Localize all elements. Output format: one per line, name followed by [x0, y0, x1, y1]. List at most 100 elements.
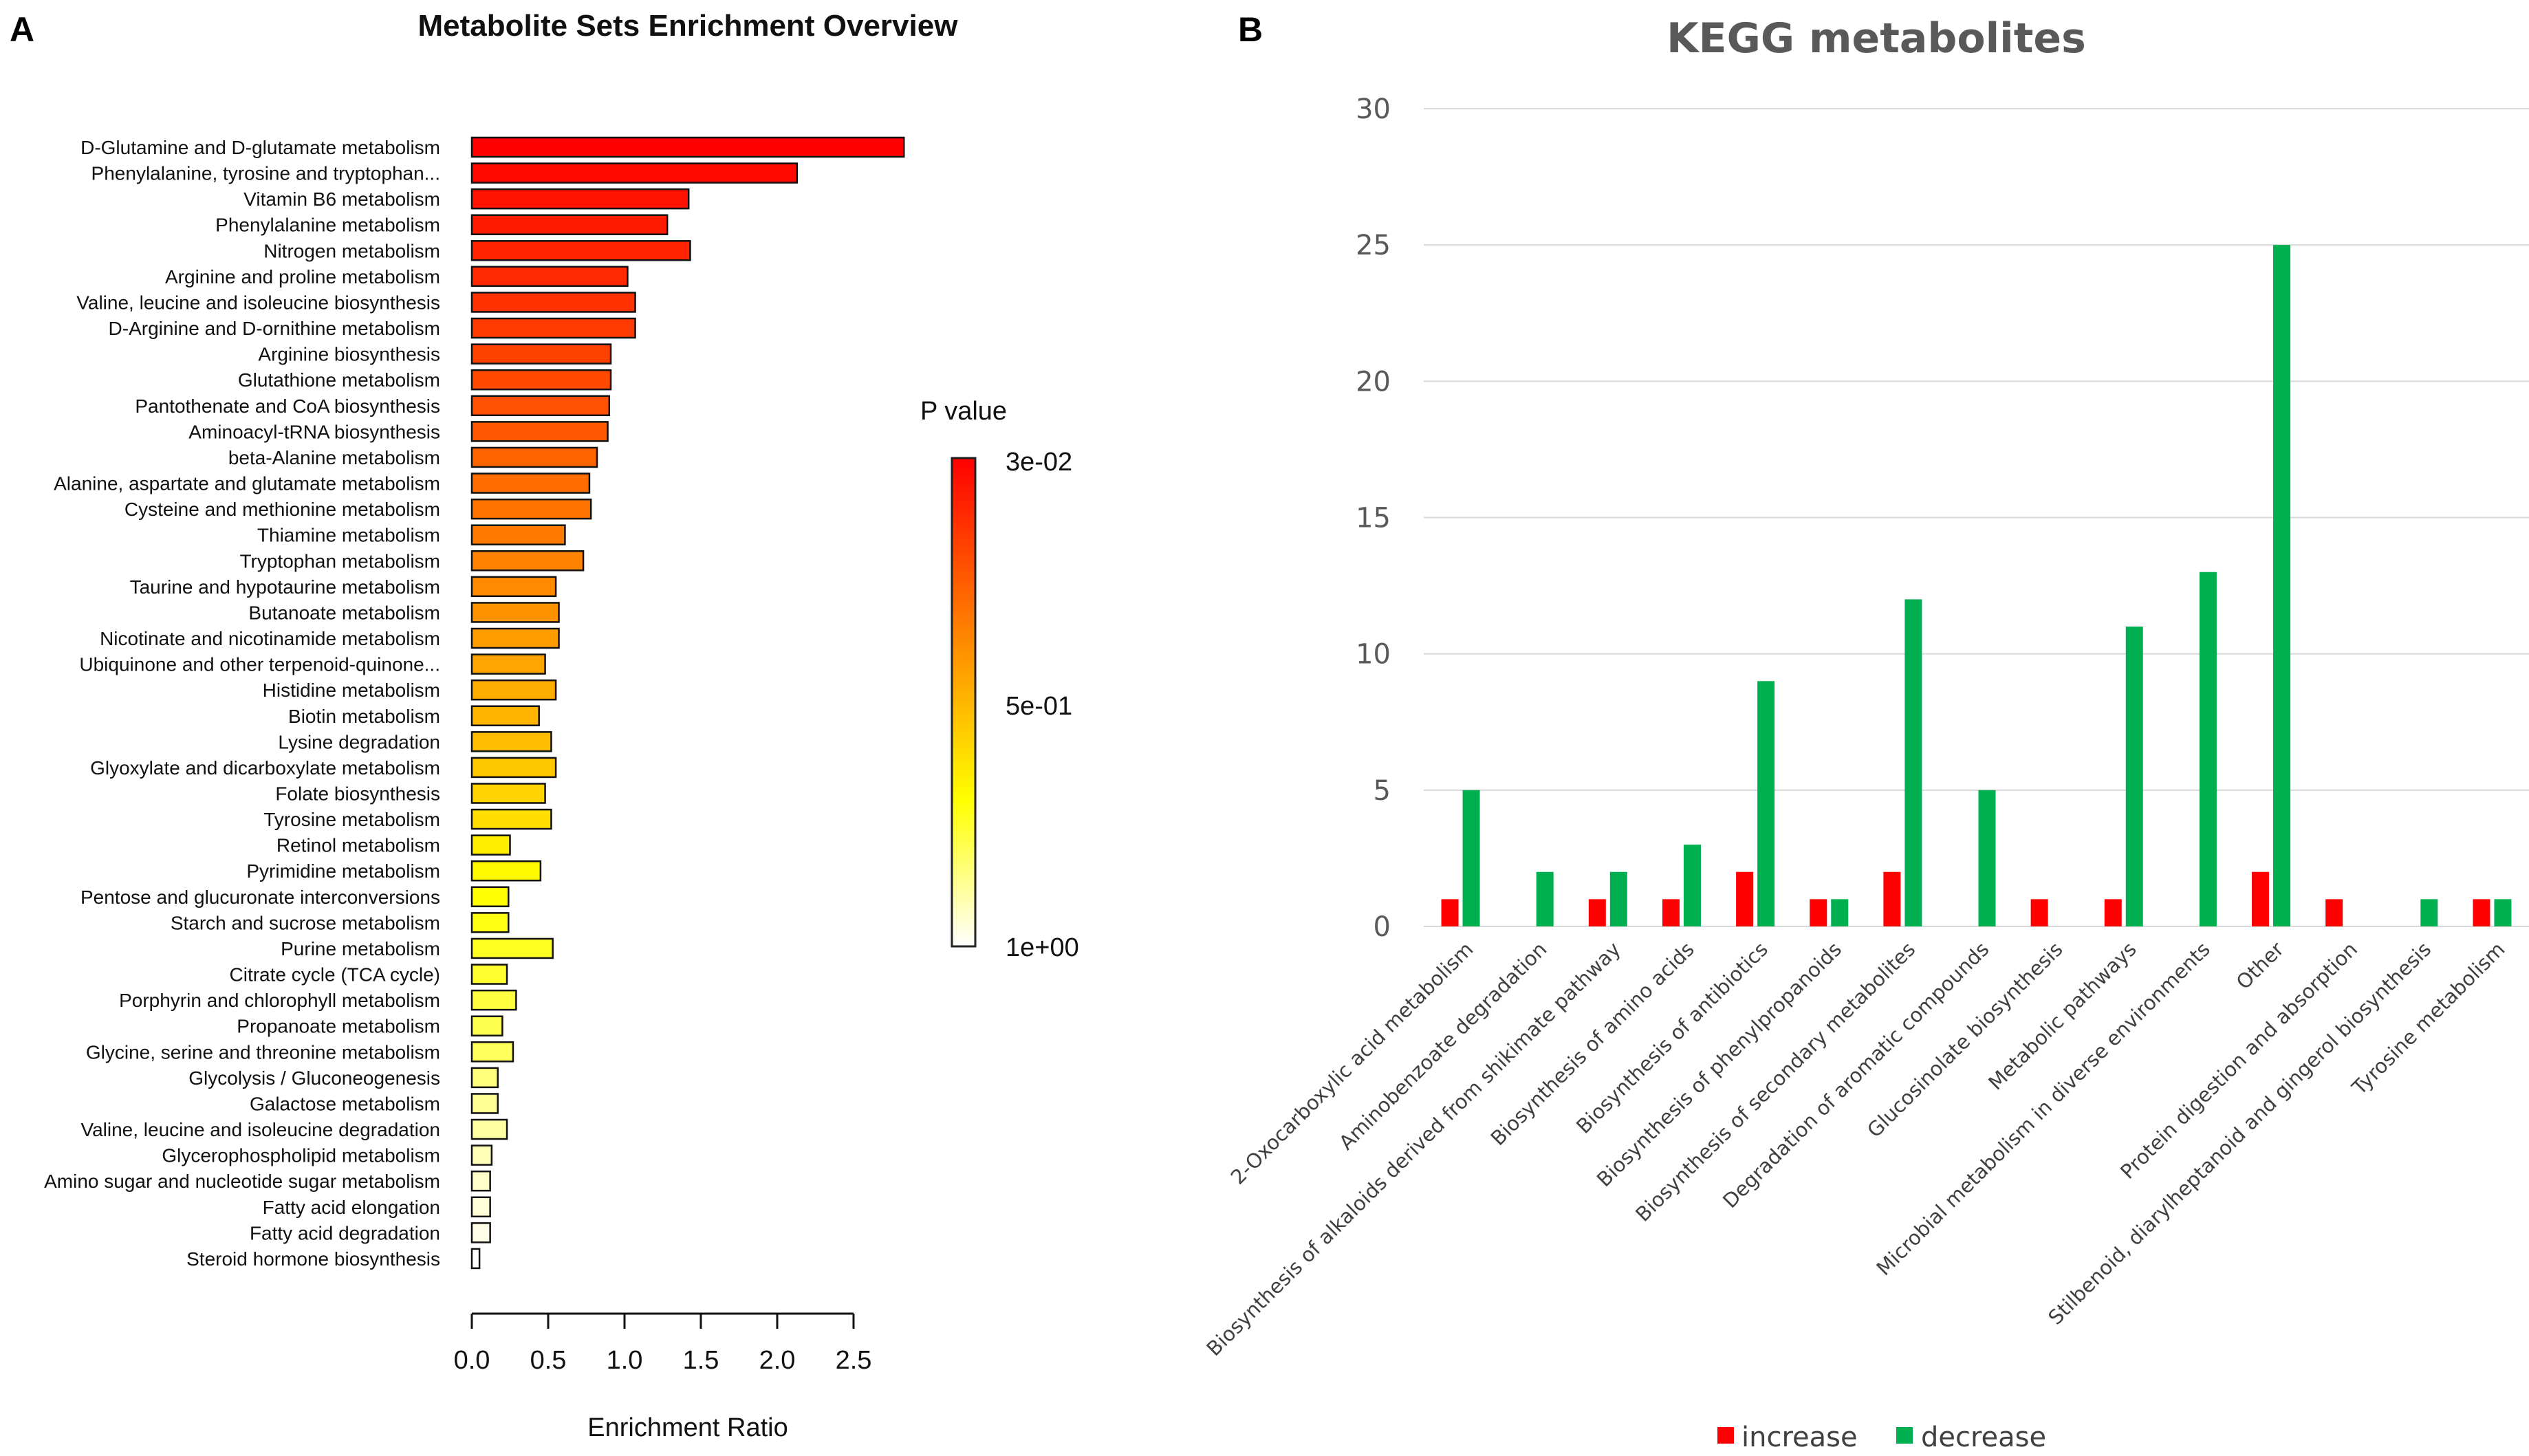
chart-a-category-label: beta-Alanine metabolism [228, 447, 440, 468]
chart-a-category-label: Valine, leucine and isoleucine degradati… [80, 1119, 440, 1140]
chart-b-bar-decrease [2199, 572, 2217, 926]
chart-a-category-label: Folate biosynthesis [275, 783, 440, 805]
chart-b-category-label: Stilbenoid, diarylheptanoid and gingerol… [2043, 937, 2435, 1329]
p-value-legend-label-top: 3e-02 [1006, 448, 1072, 477]
chart-b-bar-decrease [1978, 790, 1996, 926]
chart-b-bar-decrease [2273, 245, 2291, 927]
chart-a-category-label: Tryptophan metabolism [239, 550, 440, 572]
chart-b-bar-increase [1588, 899, 1606, 926]
chart-a-category-label: Tyrosine metabolism [263, 809, 440, 830]
chart-a-tick-label: 2.5 [836, 1346, 872, 1375]
p-value-color-bar [951, 457, 977, 948]
chart-a-category-label: Glutathione metabolism [238, 369, 440, 391]
chart-a-bar [470, 834, 511, 856]
chart-a-category-label: Glyoxylate and dicarboxylate metabolism [90, 757, 440, 779]
legend-swatch-decrease [1896, 1427, 1913, 1444]
panel-a-letter: A [10, 10, 34, 49]
chart-b-bar-increase [1736, 871, 1754, 926]
chart-a-bar [470, 912, 510, 933]
chart-a-bar [470, 421, 609, 442]
chart-b-bars [1441, 245, 2512, 927]
chart-a-bar [470, 783, 546, 804]
chart-a-bar [470, 602, 560, 623]
legend-label-decrease: decrease [1921, 1422, 2046, 1453]
legend-label-increase: increase [1741, 1422, 1858, 1453]
chart-a-bar [470, 1015, 503, 1036]
chart-b-bar-decrease [1536, 871, 1554, 926]
chart-b-bar-increase [2030, 899, 2048, 926]
chart-a-category-label: Pyrimidine metabolism [246, 860, 440, 882]
chart-a-category-label: Galactose metabolism [250, 1093, 440, 1114]
chart-a-bar [470, 627, 560, 649]
chart-b-bar-increase [1441, 899, 1459, 926]
chart-a-bar [470, 214, 669, 235]
chart-a-bars [470, 136, 905, 1270]
chart-b-tick-label: 30 [1356, 94, 1391, 125]
chart-b-tick-label: 5 [1374, 775, 1391, 807]
chart-b-bar-decrease [2125, 627, 2143, 926]
chart-a-bar [470, 136, 905, 158]
chart-a-category-label: Citrate cycle (TCA cycle) [230, 964, 441, 986]
chart-a-category-label: Pentose and glucuronate interconversions [80, 887, 440, 908]
chart-b-title: KEGG metabolites [1667, 14, 2086, 63]
chart-a-category-label: Vitamin B6 metabolism [243, 188, 440, 210]
chart-b-bar-increase [2252, 871, 2270, 926]
chart-a-category-label: Amino sugar and nucleotide sugar metabol… [44, 1171, 440, 1192]
chart-a-tick-label: 0.5 [530, 1346, 567, 1375]
chart-a-bar [470, 446, 598, 468]
chart-a-bar [470, 317, 636, 339]
chart-a-tick-label: 1.5 [683, 1346, 719, 1375]
chart-a-bar [470, 1248, 481, 1270]
chart-b-bar-increase [2104, 899, 2122, 926]
chart-a-category-label: Aminoacyl-tRNA biosynthesis [188, 421, 440, 442]
chart-a-bar [470, 1222, 491, 1243]
chart-b-bar-decrease [1683, 845, 1701, 926]
chart-a-tick-label: 0.0 [454, 1346, 490, 1375]
chart-a-category-labels: D-Glutamine and D-glutamate metabolism Ph… [44, 137, 440, 1270]
chart-a-category-label: Arginine biosynthesis [258, 344, 440, 365]
chart-a-category-label: Glycine, serine and threonine metabolism [86, 1041, 440, 1063]
chart-a-x-axis-label: Enrichment Ratio [587, 1413, 788, 1442]
chart-a-bar [470, 679, 557, 701]
chart-b-bar-decrease [2494, 899, 2512, 926]
chart-a-category-label: Lysine degradation [278, 731, 440, 752]
chart-b-tick-label: 25 [1356, 230, 1391, 261]
chart-a-category-label: Retinol metabolism [276, 835, 440, 856]
chart-a-bar [470, 989, 517, 1011]
chart-a-bar [470, 1118, 508, 1140]
chart-a-category-label: Glycerophospholipid metabolism [162, 1145, 440, 1166]
chart-b-bar-decrease [1757, 681, 1775, 926]
chart-b-bar-increase [2473, 899, 2490, 926]
chart-a-bar [470, 1170, 491, 1192]
p-value-legend-label-mid: 5e-01 [1006, 692, 1072, 721]
chart-b-tick-label: 20 [1356, 366, 1391, 398]
chart-a-tick-label: 1.0 [607, 1346, 643, 1375]
chart-a-category-label: Taurine and hypotaurine metabolism [130, 576, 440, 598]
chart-a-bar [470, 162, 799, 184]
chart-a-category-label: Propanoate metabolism [237, 1016, 440, 1037]
chart-b-category-labels: 2-Oxocarboxylic acid metabolismAminobenz… [1202, 937, 2510, 1360]
chart-a-bar [470, 395, 611, 417]
chart-a-x-axis: 0.0 0.5 1.0 1.5 2.0 2.5 [454, 1312, 872, 1375]
chart-b-bar-increase [1810, 899, 1827, 926]
chart-b-bar-decrease [1609, 871, 1627, 926]
legend-swatch-increase [1717, 1427, 1734, 1444]
chart-a-tick-label: 2.0 [759, 1346, 796, 1375]
chart-a-bar [470, 524, 566, 545]
chart-a-bar [470, 550, 585, 572]
chart-a-bar [470, 498, 592, 520]
p-value-legend: P value 3e-02 5e-01 1e+00 [920, 397, 1079, 962]
chart-a-bar [470, 808, 552, 830]
panel-b-letter: B [1238, 10, 1263, 49]
chart-b-category-label: Other [2232, 937, 2288, 994]
chart-a-bar [470, 653, 546, 675]
chart-a-bar [470, 1041, 514, 1063]
chart-a-category-label: D-Glutamine and D-glutamate metabolism [80, 137, 440, 158]
chart-b-bar-increase [1883, 871, 1901, 926]
chart-b-bar-increase [1662, 899, 1680, 926]
chart-a-category-label: Fatty acid degradation [250, 1222, 440, 1243]
chart-b-bar-decrease [2420, 899, 2438, 926]
chart-a-category-label: Nitrogen metabolism [263, 240, 440, 261]
chart-b-category-label: Degradation of aromatic compounds [1718, 937, 1993, 1213]
